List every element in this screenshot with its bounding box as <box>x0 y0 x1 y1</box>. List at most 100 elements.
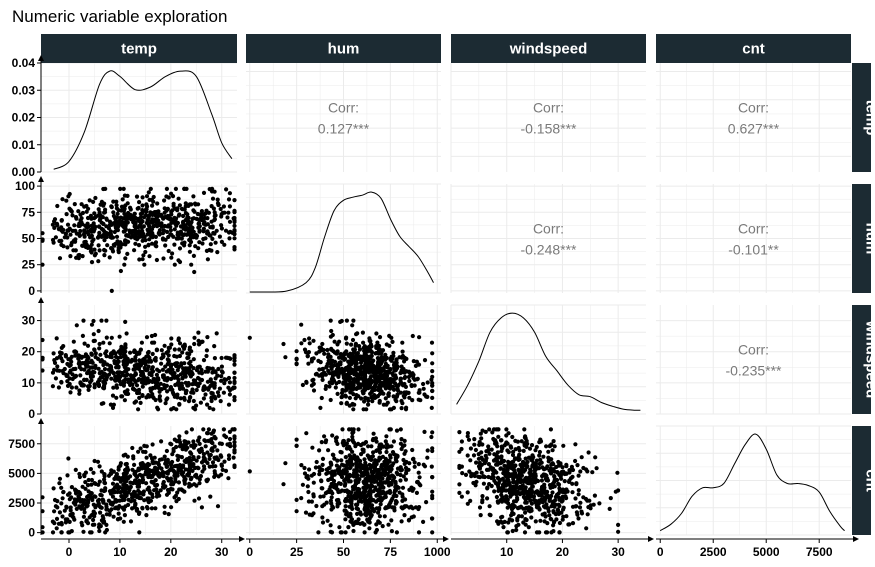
scatter-point <box>203 392 208 397</box>
scatter-point <box>247 469 252 474</box>
scatter-point <box>133 478 138 483</box>
scatter-point <box>146 474 151 480</box>
scatter-point <box>186 473 191 478</box>
scatter-point <box>374 375 379 380</box>
x-tick-label: 20 <box>556 545 570 559</box>
scatter-point <box>70 372 75 377</box>
scatter-point <box>62 366 67 372</box>
scatter-point <box>480 494 485 499</box>
scatter-point <box>210 366 215 371</box>
scatter-point <box>139 225 144 230</box>
scatter-point <box>174 499 179 504</box>
scatter-point <box>77 388 82 393</box>
scatter-point <box>196 217 201 222</box>
scatter-point <box>570 490 575 495</box>
scatter-point <box>478 513 483 518</box>
scatter-point <box>215 201 221 206</box>
scatter-point <box>221 427 226 432</box>
scatter-point <box>62 508 67 513</box>
scatter-point <box>375 471 380 476</box>
scatter-point <box>182 478 187 483</box>
scatter-point <box>525 441 530 446</box>
scatter-point <box>388 481 393 486</box>
scatter-point <box>170 208 175 213</box>
scatter-point <box>93 214 98 220</box>
scatter-point <box>430 489 435 494</box>
scatter-point <box>537 466 542 471</box>
scatter-point <box>59 218 64 223</box>
scatter-point <box>85 483 91 488</box>
scatter-point <box>194 233 200 239</box>
scatter-point <box>211 407 216 412</box>
scatter-point <box>336 374 341 379</box>
scatter-point <box>68 505 73 510</box>
scatter-point <box>72 497 77 502</box>
scatter-point <box>222 381 227 386</box>
scatter-point <box>76 353 81 358</box>
scatter-point <box>520 459 526 465</box>
scatter-point <box>354 464 359 470</box>
scatter-point <box>151 194 156 200</box>
corr-label: Corr: <box>533 221 564 237</box>
scatter-point <box>310 378 315 383</box>
scatter-point <box>505 530 510 535</box>
density-line-temp <box>53 70 233 170</box>
scatter-point <box>226 476 231 481</box>
scatter-point <box>199 212 205 217</box>
scatter-point <box>574 482 579 487</box>
scatter-point <box>532 490 538 495</box>
scatter-point <box>344 463 349 468</box>
scatter-point <box>232 385 237 390</box>
scatter-point <box>105 243 110 248</box>
scatter-point <box>393 499 399 504</box>
scatter-point <box>78 373 83 378</box>
scatter-point <box>165 362 170 367</box>
scatter-point <box>91 199 96 204</box>
scatter-point <box>519 473 524 478</box>
strip-background <box>852 184 871 293</box>
scatter-point <box>130 382 135 387</box>
strip-background <box>451 34 646 63</box>
scatter-point <box>121 453 126 458</box>
scatter-point <box>114 472 119 477</box>
scatter-point <box>189 475 194 480</box>
scatter-point <box>507 472 512 477</box>
scatter-point <box>526 525 531 530</box>
scatter-point <box>59 225 64 230</box>
scatter-point <box>353 371 358 376</box>
scatter-point <box>133 350 138 355</box>
scatter-point <box>227 236 232 241</box>
scatter-point <box>483 453 488 458</box>
scatter-point <box>164 461 169 466</box>
scatter-point <box>366 444 371 449</box>
scatter-point <box>191 457 196 462</box>
scatter-point <box>87 383 92 389</box>
scatter-point <box>324 438 329 443</box>
scatter-point <box>492 452 497 457</box>
scatter-point <box>145 498 150 503</box>
scatter-point <box>217 234 222 239</box>
scatter-point <box>559 469 564 475</box>
scatter-point <box>132 462 137 467</box>
scatter-point <box>361 485 366 490</box>
strip-background <box>852 305 871 414</box>
scatter-point <box>215 250 220 255</box>
scatter-point <box>114 203 119 208</box>
scatter-point <box>64 198 69 203</box>
scatter-point <box>184 430 189 435</box>
scatter-point <box>143 367 148 372</box>
scatter-point <box>97 464 102 469</box>
scatter-point <box>387 343 392 348</box>
scatter-point <box>526 505 531 510</box>
scatter-point <box>164 464 169 469</box>
scatter-point <box>92 458 97 464</box>
scatter-point <box>96 328 101 334</box>
scatter-point <box>232 440 237 445</box>
scatter-point <box>111 199 116 204</box>
scatter-point <box>299 463 304 468</box>
scatter-point <box>502 519 507 525</box>
scatter-point <box>187 243 192 248</box>
scatter-point <box>196 342 202 347</box>
scatter-point <box>100 233 105 238</box>
scatter-point <box>102 472 107 477</box>
